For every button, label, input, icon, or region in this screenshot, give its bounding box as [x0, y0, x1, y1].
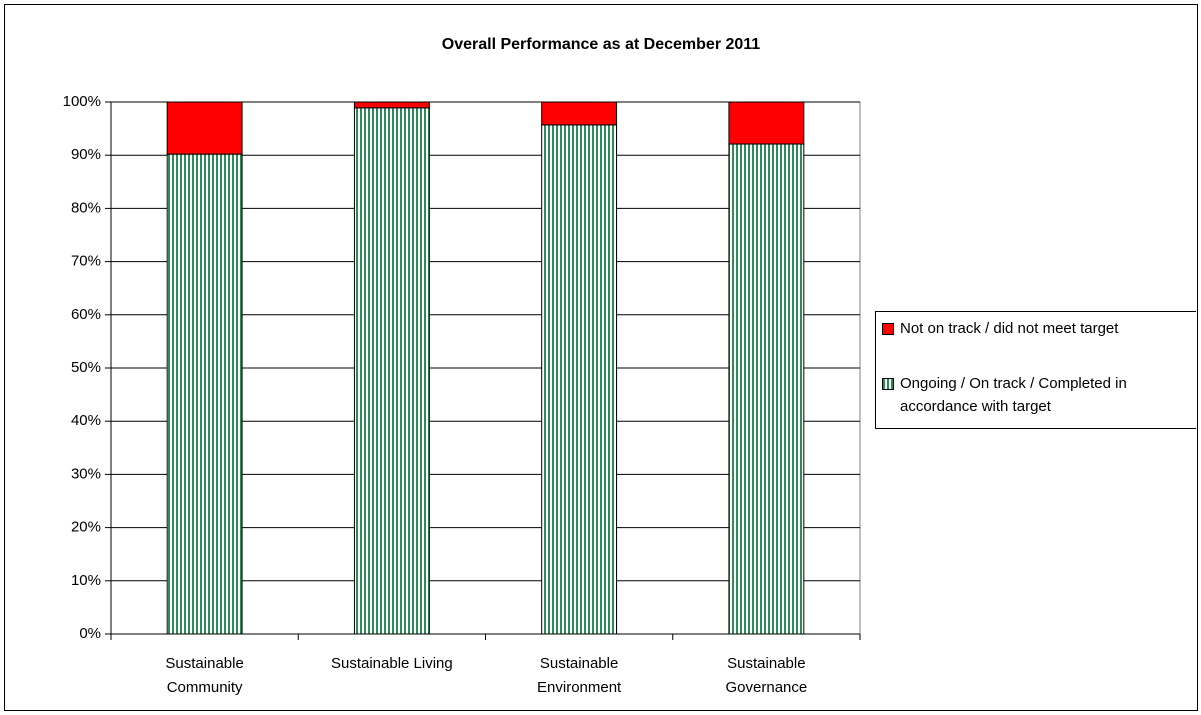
y-tick-label: 0% [79, 625, 101, 642]
x-tick-label: Sustainable Living [330, 655, 453, 672]
y-tick-label: 90% [71, 146, 101, 163]
bar-segment [166, 153, 243, 635]
bar-segment [353, 107, 430, 635]
y-tick-label: 60% [71, 306, 101, 323]
y-tick-label: 70% [71, 253, 101, 270]
bar-segment [541, 124, 618, 635]
legend-swatch [882, 323, 894, 335]
legend-label: Not on track / did not meet target [900, 320, 1119, 337]
legend-swatch [882, 378, 894, 390]
y-tick-label: 20% [71, 519, 101, 536]
x-tick-label: Sustainable Environment [537, 655, 622, 696]
bar-segment [728, 101, 805, 145]
bar-segment [166, 101, 243, 155]
chart-title: Overall Performance as at December 2011 [442, 36, 761, 53]
y-tick-label: 40% [71, 412, 101, 429]
y-tick-label: 10% [71, 572, 101, 589]
chart-border [4, 4, 1198, 711]
y-tick-label: 50% [71, 359, 101, 376]
y-tick-label: 80% [71, 199, 101, 216]
legend-label: Ongoing / On track / Completed in accord… [900, 375, 1127, 415]
bar-segment [541, 101, 618, 126]
bar-segment [353, 101, 430, 109]
x-tick-label: Sustainable Community [165, 655, 244, 696]
bar-segment [728, 143, 805, 635]
x-tick-label: Sustainable Governance [725, 655, 808, 696]
y-tick-label: 100% [63, 93, 101, 110]
y-tick-label: 30% [71, 465, 101, 482]
legend: Ongoing / On track / Completed in accord… [875, 311, 1196, 429]
